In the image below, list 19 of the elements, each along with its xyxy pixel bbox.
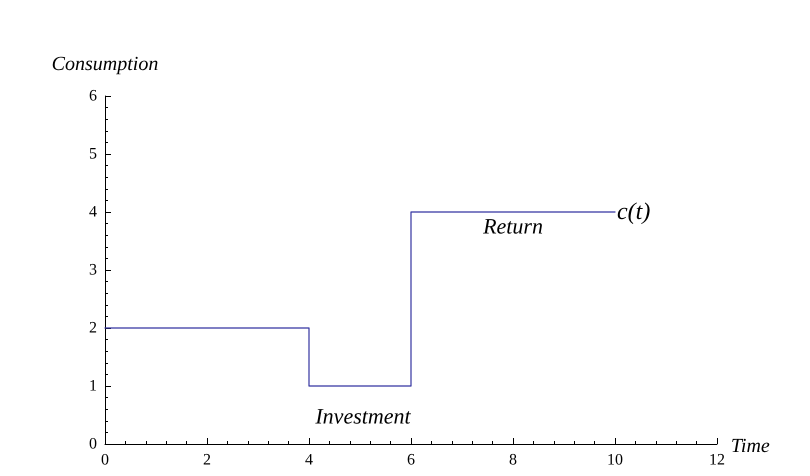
y-tick-label: 4	[89, 204, 97, 220]
x-tick-label: 10	[607, 452, 623, 468]
x-tick-label: 12	[709, 452, 725, 468]
x-tick-label: 0	[101, 452, 109, 468]
annotation: Investment	[314, 404, 412, 428]
y-tick-label: 0	[89, 436, 97, 452]
x-tick-label: 6	[407, 452, 415, 468]
series-label: c(t)	[617, 199, 650, 225]
y-tick-label: 2	[89, 320, 97, 336]
y-tick-label: 3	[89, 262, 97, 278]
y-tick-label: 1	[89, 378, 97, 394]
y-axis-title: Consumption	[52, 53, 158, 75]
x-tick-label: 2	[203, 452, 211, 468]
x-tick-label: 4	[305, 452, 313, 468]
annotation: Return	[482, 214, 543, 238]
x-tick-label: 8	[509, 452, 517, 468]
x-axis-title: Time	[730, 435, 770, 457]
y-tick-label: 6	[89, 88, 97, 104]
y-tick-label: 5	[89, 146, 97, 162]
